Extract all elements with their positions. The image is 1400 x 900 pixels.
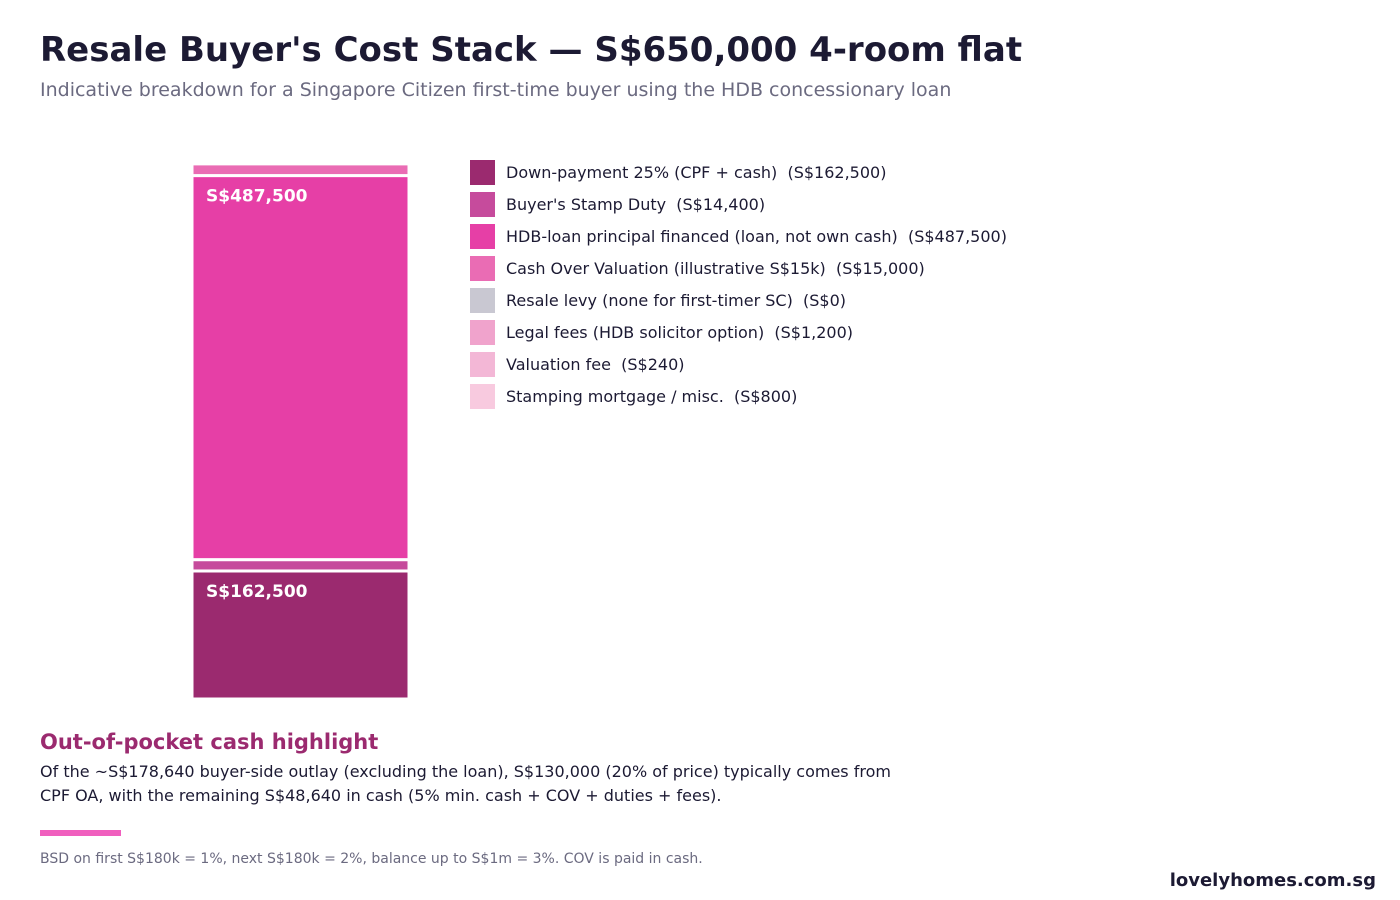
legend-label: Valuation fee (S$240) — [506, 354, 685, 374]
bar-segment-0 — [190, 569, 411, 701]
legend-label: Stamping mortgage / misc. (S$800) — [506, 386, 798, 406]
highlight-heading: Out-of-pocket cash highlight — [40, 730, 379, 754]
legend-item-7: Stamping mortgage / misc. (S$800) — [470, 383, 1007, 409]
legend-swatch — [470, 191, 495, 217]
accent-divider — [40, 830, 121, 836]
legend-item-3: Cash Over Valuation (illustrative S$15k)… — [470, 255, 1007, 281]
legend-item-6: Valuation fee (S$240) — [470, 351, 1007, 377]
legend-swatch — [470, 255, 495, 281]
legend-label: Buyer's Stamp Duty (S$14,400) — [506, 194, 766, 214]
chart-title: Resale Buyer's Cost Stack — S$650,000 4-… — [40, 30, 1023, 70]
legend-swatch — [470, 287, 495, 313]
highlight-body: Of the ~S$178,640 buyer-side outlay (exc… — [40, 762, 891, 805]
footnote: BSD on first S$180k = 1%, next S$180k = … — [40, 851, 703, 867]
legend-swatch — [470, 351, 495, 377]
bar-segment-1 — [190, 558, 411, 573]
bar-segment-7 — [190, 160, 411, 165]
legend-item-4: Resale levy (none for first-timer SC) (S… — [470, 287, 1007, 313]
brand-wordmark: lovelyhomes.com.sg — [1169, 870, 1376, 891]
legend-label: HDB-loan principal financed (loan, not o… — [506, 226, 1007, 246]
legend-label: Down-payment 25% (CPF + cash) (S$162,500… — [506, 162, 887, 182]
legend-label: Legal fees (HDB solicitor option) (S$1,2… — [506, 322, 853, 342]
legend-label: Resale levy (none for first-timer SC) (S… — [506, 290, 846, 310]
legend-item-5: Legal fees (HDB solicitor option) (S$1,2… — [470, 319, 1007, 345]
legend-swatch — [470, 383, 495, 409]
legend-item-1: Buyer's Stamp Duty (S$14,400) — [470, 191, 1007, 217]
bar-data-label-2: S$487,500 — [206, 187, 308, 207]
chart-subtitle: Indicative breakdown for a Singapore Cit… — [40, 79, 952, 101]
legend-item-2: HDB-loan principal financed (loan, not o… — [470, 223, 1007, 249]
legend-swatch — [470, 319, 495, 345]
legend-label: Cash Over Valuation (illustrative S$15k)… — [506, 258, 925, 278]
bar-data-label-0: S$162,500 — [206, 582, 308, 602]
legend-swatch — [470, 159, 495, 185]
legend-swatch — [470, 223, 495, 249]
chart-legend: Down-payment 25% (CPF + cash) (S$162,500… — [470, 159, 1007, 415]
bar-segment-3 — [190, 162, 411, 178]
bar-segment-2 — [190, 174, 411, 562]
legend-item-0: Down-payment 25% (CPF + cash) (S$162,500… — [470, 159, 1007, 185]
